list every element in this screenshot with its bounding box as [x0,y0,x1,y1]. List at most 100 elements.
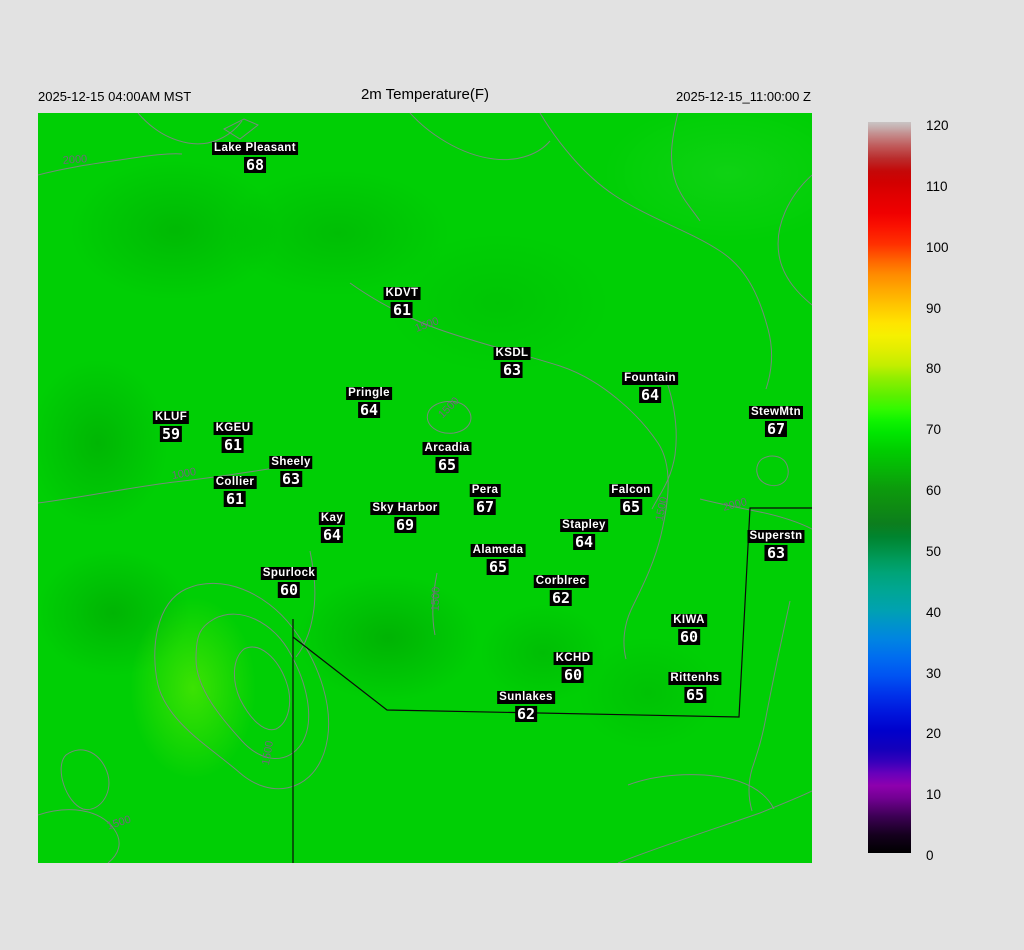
elevation-contour-line [154,582,330,790]
station-marker: KGEU 61 [213,418,253,455]
station-marker: Kay 64 [318,508,346,545]
station-marker: Falcon 65 [609,480,653,517]
station-marker: Pringle 64 [346,383,392,420]
station-temperature-value: 65 [619,498,643,516]
station-name-label: Superstn [747,530,805,543]
elevation-contour-line [627,774,775,810]
station-temperature-value: 64 [638,386,662,404]
station-marker: Sky Harbor 69 [370,498,440,535]
temperature-map: 2000 1500 1500 1000 1500 2000 1500 1500 1500 Lak… [38,113,812,863]
station-temperature-value: 59 [159,425,183,443]
station-name-label: Alameda [470,544,526,557]
station-temperature-value: 61 [221,436,245,454]
station-name-label: Arcadia [422,442,472,455]
elevation-contour-line [222,118,259,140]
contour-elevation-label: 1500 [429,586,443,612]
station-temperature-value: 65 [486,558,510,576]
station-temperature-value: 61 [223,490,247,508]
station-temperature-value: 64 [572,533,596,551]
colorbar-tick-label: 60 [926,483,942,498]
elevation-contour-line [60,749,110,811]
station-marker: Spurlock 60 [260,563,318,600]
station-marker: KSDL 63 [493,343,531,380]
elevation-contour-line [38,464,294,504]
station-name-label: Fountain [622,372,678,385]
station-name-label: Sky Harbor [370,502,440,515]
station-name-label: Kay [318,512,346,525]
elevation-contour-line [349,282,669,660]
station-name-label: Corblrec [533,575,589,588]
station-name-label: Rittenhs [668,672,722,685]
station-temperature-value: 62 [514,705,538,723]
station-name-label: KCHD [553,652,593,665]
colorbar-tick-label: 80 [926,361,942,377]
station-temperature-value: 69 [393,516,417,534]
station-marker: KLUF 59 [152,407,190,444]
station-temperature-value: 60 [277,581,301,599]
elevation-contour-line [409,113,551,161]
contour-overlay [38,113,812,863]
elevation-contour-line [38,809,120,863]
elevation-contour-line [699,498,812,530]
station-marker: StewMtn 67 [748,402,804,439]
colorbar-tick-label: 120 [926,118,949,133]
station-temperature-value: 65 [435,456,459,474]
station-marker: Stapley 64 [560,515,608,552]
station-name-label: Falcon [609,484,653,497]
elevation-contour-line [651,370,677,510]
station-marker: Collier 61 [213,472,257,509]
station-marker: Rittenhs 65 [668,668,722,705]
elevation-contour-line [432,572,438,636]
station-temperature-value: 64 [320,526,344,544]
elevation-contour-line [234,646,291,731]
elevation-contour-line [777,174,812,306]
colorbar-tick-label: 30 [926,665,942,681]
colorbar-tick-label: 100 [926,239,949,255]
station-name-label: Lake Pleasant [212,142,298,155]
elevation-contour-line [195,613,310,759]
station-marker: Arcadia 65 [422,438,472,475]
station-temperature-value: 65 [683,686,707,704]
station-name-label: KSDL [493,347,531,360]
station-marker: KDVT 61 [383,283,421,320]
station-temperature-value: 61 [390,301,414,319]
station-name-label: KGEU [213,422,253,435]
station-marker: Alameda 65 [470,540,526,577]
timestamp-local: 2025-12-15 04:00AM MST [38,89,192,104]
station-name-label: KIWA [671,614,707,627]
station-name-label: KLUF [152,411,190,424]
colorbar-tick-label: 50 [926,543,942,559]
elevation-contour-line [756,455,789,487]
station-marker: Superstn 63 [747,526,805,563]
station-name-label: KDVT [383,287,421,300]
map-title: 2m Temperature(F) [360,86,490,103]
elevation-contour-line [426,400,472,434]
station-name-label: Collier [213,476,257,489]
station-name-label: Pera [469,484,501,497]
colorbar-tick-label: 70 [926,422,942,438]
station-name-label: Pringle [346,387,392,400]
elevation-contour-line [671,113,701,222]
station-name-label: Stapley [560,519,608,532]
station-temperature-value: 63 [279,470,303,488]
elevation-contour-line [748,600,791,812]
station-temperature-value: 64 [357,401,381,419]
station-marker: Sheely 63 [269,452,313,489]
station-temperature-value: 60 [677,628,701,646]
station-temperature-value: 62 [549,589,573,607]
station-marker: Fountain 64 [622,368,678,405]
station-marker: Corblrec 62 [533,571,589,608]
station-marker: KIWA 60 [671,610,707,647]
elevation-contour-line [539,113,773,390]
elevation-contour-line [617,790,812,863]
station-name-label: Sheely [269,456,313,469]
colorbar-tick-label: 20 [926,726,942,742]
colorbar-tick-label: 40 [926,604,942,620]
station-temperature-value: 67 [473,498,497,516]
station-marker: Sunlakes 62 [497,687,555,724]
temperature-colorbar [868,122,911,853]
county-boundary-line [292,507,812,863]
timestamp-utc: 2025-12-15_11:00:00 Z [676,89,811,104]
colorbar-tick-label: 10 [926,787,942,803]
station-marker: Lake Pleasant 68 [212,138,298,175]
